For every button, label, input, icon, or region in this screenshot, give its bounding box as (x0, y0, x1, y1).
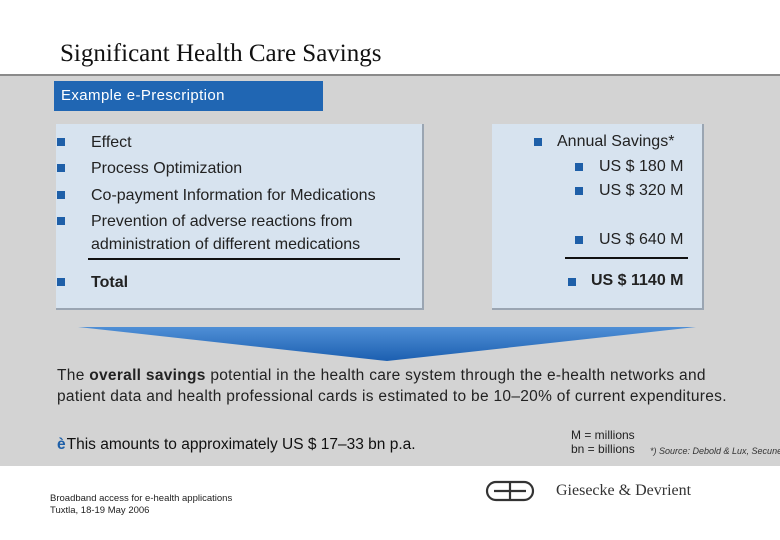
effect-panel (56, 124, 424, 310)
bullet-icon (575, 187, 583, 195)
summary-text-end: potential in the health care system thro… (57, 367, 727, 405)
section-tag: Example e-Prescription (54, 81, 323, 111)
summary-text-start: The (57, 367, 90, 384)
bullet-icon (534, 138, 542, 146)
down-arrow-icon (78, 327, 696, 361)
bullet-icon (57, 164, 65, 172)
bullet-icon (575, 163, 583, 171)
legend-millions: M = millions (571, 428, 635, 442)
footer-line2: Tuxtla, 18-19 May 2006 (50, 505, 150, 516)
bullet-icon (57, 217, 65, 225)
left-total-divider (88, 258, 400, 260)
page-title: Significant Health Care Savings (60, 40, 382, 67)
summary-paragraph: The overall savings potential in the hea… (57, 366, 737, 407)
title-divider (0, 74, 780, 76)
total-savings-value: US $ 1140 M (591, 272, 684, 289)
bullet-icon (57, 138, 65, 146)
footer-event-info: Broadband access for e-health applicatio… (50, 493, 232, 517)
total-label: Total (91, 274, 129, 291)
conclusion: èThis amounts to approximately US $ 17–3… (57, 436, 416, 454)
unit-legend: M = millions bn = billions (571, 428, 635, 456)
legend-billions: bn = billions (571, 442, 635, 456)
savings-value: US $ 640 M (599, 231, 684, 248)
process-optimization-label: Process Optimization (91, 160, 243, 177)
summary-text-highlight: overall savings (89, 367, 206, 384)
company-logo-icon (485, 480, 535, 502)
adverse-reactions-label-line1: Prevention of adverse reactions from (91, 213, 353, 230)
conclusion-text: This amounts to approximately US $ 17–33… (66, 436, 416, 453)
footer-line1: Broadband access for e-health applicatio… (50, 493, 233, 504)
adverse-reactions-label-line2: administration of different medications (91, 236, 361, 253)
company-name: Giesecke & Devrient (556, 482, 692, 499)
bullet-icon (57, 278, 65, 286)
bullet-icon (57, 191, 65, 199)
savings-value: US $ 320 M (599, 182, 684, 199)
effect-label: Effect (91, 134, 132, 151)
savings-value: US $ 180 M (599, 158, 684, 175)
source-note: *) Source: Debold & Lux, Secunet (650, 446, 780, 456)
right-total-divider (565, 257, 688, 259)
copayment-info-label: Co-payment Information for Medications (91, 187, 376, 204)
right-arrow-icon: è (57, 436, 66, 453)
bullet-icon (568, 278, 576, 286)
annual-savings-heading: Annual Savings* (557, 133, 675, 150)
bullet-icon (575, 236, 583, 244)
annual-savings-panel (492, 124, 704, 310)
